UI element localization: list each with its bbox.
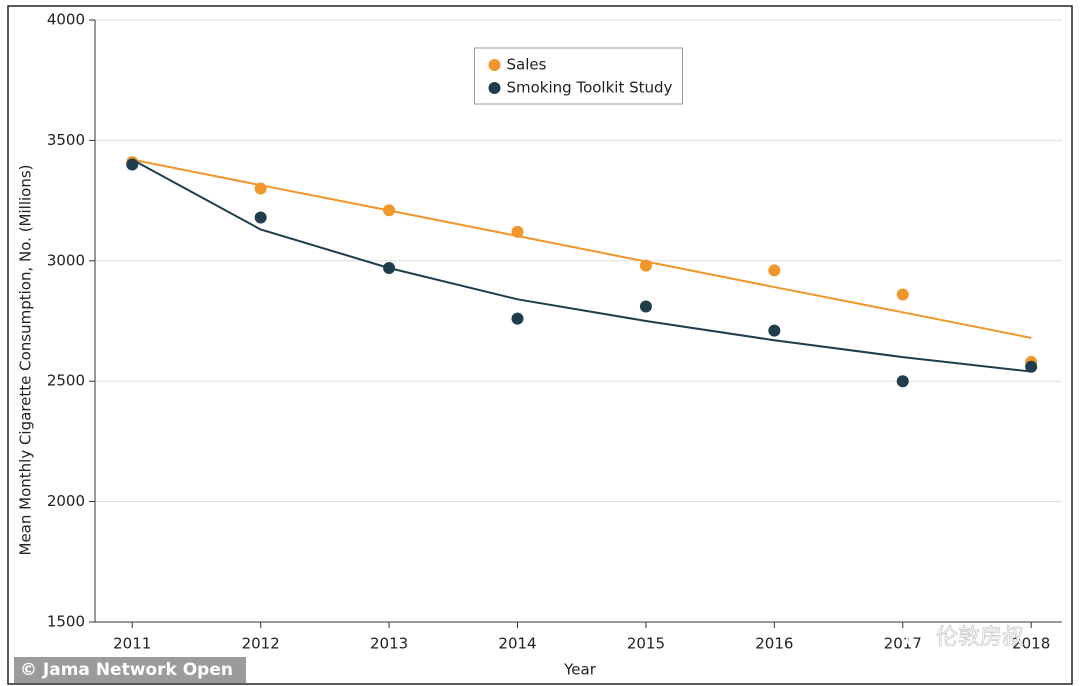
account-icon	[906, 626, 930, 650]
data-point	[1025, 360, 1038, 373]
credit-bg	[14, 657, 246, 683]
x-tick-label: 2011	[113, 635, 151, 653]
y-axis-label: Mean Monthly Cigarette Consumption, No. …	[17, 164, 35, 555]
legend-box	[474, 47, 683, 105]
data-point	[511, 312, 524, 325]
x-tick-label: 2018	[1012, 635, 1050, 653]
x-tick-label: 2014	[498, 635, 536, 653]
credit: © Jama Network Open	[20, 660, 233, 680]
x-tick-label: 2015	[627, 635, 665, 653]
data-point	[639, 300, 652, 313]
y-tick-label: 2500	[47, 372, 85, 390]
data-point	[254, 182, 267, 195]
fit-line	[131, 158, 1032, 373]
legend-marker	[488, 59, 501, 71]
data-point	[383, 204, 396, 217]
account: 伦敦房叔	[936, 625, 1024, 650]
y-tick-label: 4000	[47, 11, 85, 29]
y-tick-label: 3000	[47, 251, 85, 269]
fit-line	[132, 158, 1032, 339]
x-tick-label: 2012	[242, 635, 280, 653]
data-point	[768, 324, 781, 337]
y-tick-label: 3500	[47, 131, 85, 149]
x-axis-label: Year	[563, 661, 597, 679]
data-point	[383, 262, 396, 275]
frame	[7, 5, 1073, 685]
legend-label: Smoking Toolkit Study	[507, 79, 673, 97]
data-point	[768, 264, 781, 277]
data-point	[896, 288, 909, 301]
legend-label: Sales	[507, 56, 547, 74]
data-point	[126, 158, 139, 171]
y-tick-label: 1500	[47, 613, 85, 631]
y-tick-label: 2000	[47, 492, 85, 510]
data-point	[639, 259, 652, 272]
data-point	[896, 375, 909, 388]
x-tick-label: 2016	[755, 635, 793, 653]
x-tick-label: 2013	[370, 635, 408, 653]
data-point	[254, 211, 267, 224]
legend-marker	[488, 82, 501, 94]
data-point	[511, 225, 524, 238]
